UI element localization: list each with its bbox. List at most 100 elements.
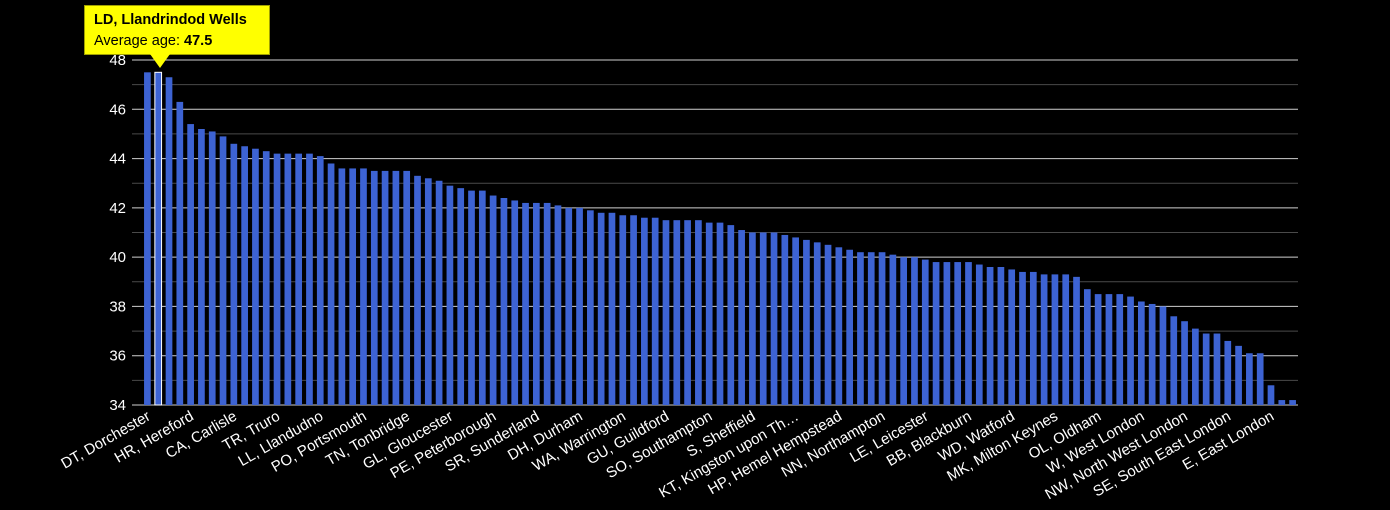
bar[interactable] bbox=[381, 170, 389, 405]
bar[interactable] bbox=[478, 190, 486, 405]
bar[interactable] bbox=[446, 185, 454, 405]
bar[interactable] bbox=[435, 180, 443, 405]
bar[interactable] bbox=[587, 210, 594, 405]
bar[interactable] bbox=[630, 215, 637, 405]
bar[interactable] bbox=[468, 190, 475, 405]
bar[interactable] bbox=[792, 237, 799, 405]
bar[interactable] bbox=[597, 212, 605, 405]
bar[interactable] bbox=[619, 215, 627, 405]
bar[interactable] bbox=[943, 262, 951, 405]
bar[interactable] bbox=[273, 153, 281, 405]
bar[interactable] bbox=[1040, 274, 1048, 405]
bar[interactable] bbox=[349, 168, 357, 405]
bar[interactable] bbox=[284, 153, 292, 405]
bar[interactable] bbox=[187, 124, 194, 405]
bar[interactable] bbox=[1029, 271, 1037, 405]
bar[interactable] bbox=[489, 195, 497, 405]
bar[interactable] bbox=[813, 242, 821, 405]
bar[interactable] bbox=[921, 259, 929, 405]
bar[interactable] bbox=[835, 247, 843, 405]
bar[interactable] bbox=[1170, 316, 1178, 405]
bar[interactable] bbox=[1192, 328, 1199, 405]
bar[interactable] bbox=[1213, 333, 1221, 405]
bar[interactable] bbox=[1159, 306, 1167, 405]
bar[interactable] bbox=[759, 232, 767, 406]
bar[interactable] bbox=[738, 230, 745, 405]
bar[interactable] bbox=[770, 232, 778, 406]
bar[interactable] bbox=[1116, 294, 1124, 405]
bar[interactable] bbox=[986, 267, 994, 405]
bar[interactable] bbox=[1138, 301, 1145, 406]
bar[interactable] bbox=[1073, 276, 1080, 405]
bar[interactable] bbox=[457, 188, 465, 405]
bar[interactable] bbox=[1256, 353, 1264, 405]
bar[interactable] bbox=[684, 220, 691, 405]
bar[interactable] bbox=[803, 239, 810, 405]
bar[interactable] bbox=[673, 220, 681, 405]
bar[interactable] bbox=[749, 232, 756, 406]
bar[interactable] bbox=[1008, 269, 1016, 405]
bar[interactable] bbox=[241, 146, 248, 405]
bar[interactable] bbox=[565, 207, 573, 405]
bar[interactable] bbox=[543, 202, 551, 405]
bar[interactable] bbox=[1127, 296, 1134, 405]
bar[interactable] bbox=[522, 202, 529, 405]
bar[interactable] bbox=[900, 257, 908, 405]
bar[interactable] bbox=[824, 244, 832, 405]
bar[interactable] bbox=[932, 262, 940, 405]
bar[interactable] bbox=[1105, 294, 1113, 405]
bar[interactable] bbox=[262, 151, 270, 405]
bar[interactable] bbox=[252, 148, 259, 405]
bar[interactable] bbox=[576, 207, 583, 405]
bar[interactable] bbox=[176, 101, 184, 405]
bar[interactable] bbox=[1246, 353, 1253, 405]
bar[interactable] bbox=[662, 220, 670, 405]
bar[interactable] bbox=[219, 136, 227, 405]
bar[interactable] bbox=[727, 225, 735, 405]
bar[interactable] bbox=[198, 129, 205, 405]
bar[interactable] bbox=[1267, 385, 1275, 405]
bar[interactable] bbox=[975, 264, 983, 405]
bar[interactable] bbox=[867, 252, 875, 405]
bar[interactable] bbox=[392, 170, 400, 405]
bar[interactable] bbox=[1148, 303, 1156, 405]
bar[interactable] bbox=[360, 168, 367, 405]
bar[interactable] bbox=[911, 257, 918, 405]
bar[interactable] bbox=[424, 178, 432, 405]
bar[interactable] bbox=[641, 217, 648, 405]
bar[interactable] bbox=[1181, 321, 1188, 405]
bar[interactable] bbox=[651, 217, 659, 405]
bar[interactable] bbox=[1202, 333, 1210, 405]
bar[interactable] bbox=[316, 156, 324, 405]
bar[interactable] bbox=[144, 72, 151, 405]
bar[interactable] bbox=[857, 252, 864, 405]
bar[interactable] bbox=[965, 262, 972, 405]
bar[interactable] bbox=[1062, 274, 1070, 405]
bar[interactable] bbox=[414, 175, 421, 405]
bar-highlighted[interactable] bbox=[154, 71, 163, 406]
bar[interactable] bbox=[327, 163, 335, 406]
bar[interactable] bbox=[1094, 294, 1102, 405]
bar[interactable] bbox=[532, 202, 540, 405]
bar[interactable] bbox=[695, 220, 702, 405]
bar[interactable] bbox=[997, 267, 1005, 405]
bar[interactable] bbox=[1224, 340, 1232, 405]
bar[interactable] bbox=[705, 222, 713, 405]
bar[interactable] bbox=[370, 170, 378, 405]
bar[interactable] bbox=[295, 153, 303, 405]
bar[interactable] bbox=[511, 200, 519, 405]
bar[interactable] bbox=[1083, 289, 1091, 405]
bar[interactable] bbox=[716, 222, 724, 405]
bar[interactable] bbox=[165, 77, 173, 405]
bar[interactable] bbox=[208, 131, 216, 405]
bar[interactable] bbox=[1289, 400, 1296, 405]
bar[interactable] bbox=[608, 212, 616, 405]
bar[interactable] bbox=[403, 170, 411, 405]
bar[interactable] bbox=[554, 205, 562, 405]
bar[interactable] bbox=[1235, 345, 1242, 405]
bar[interactable] bbox=[306, 153, 313, 405]
bar[interactable] bbox=[878, 252, 886, 405]
bar[interactable] bbox=[1051, 274, 1059, 405]
bar[interactable] bbox=[846, 249, 853, 405]
bar[interactable] bbox=[889, 254, 897, 405]
